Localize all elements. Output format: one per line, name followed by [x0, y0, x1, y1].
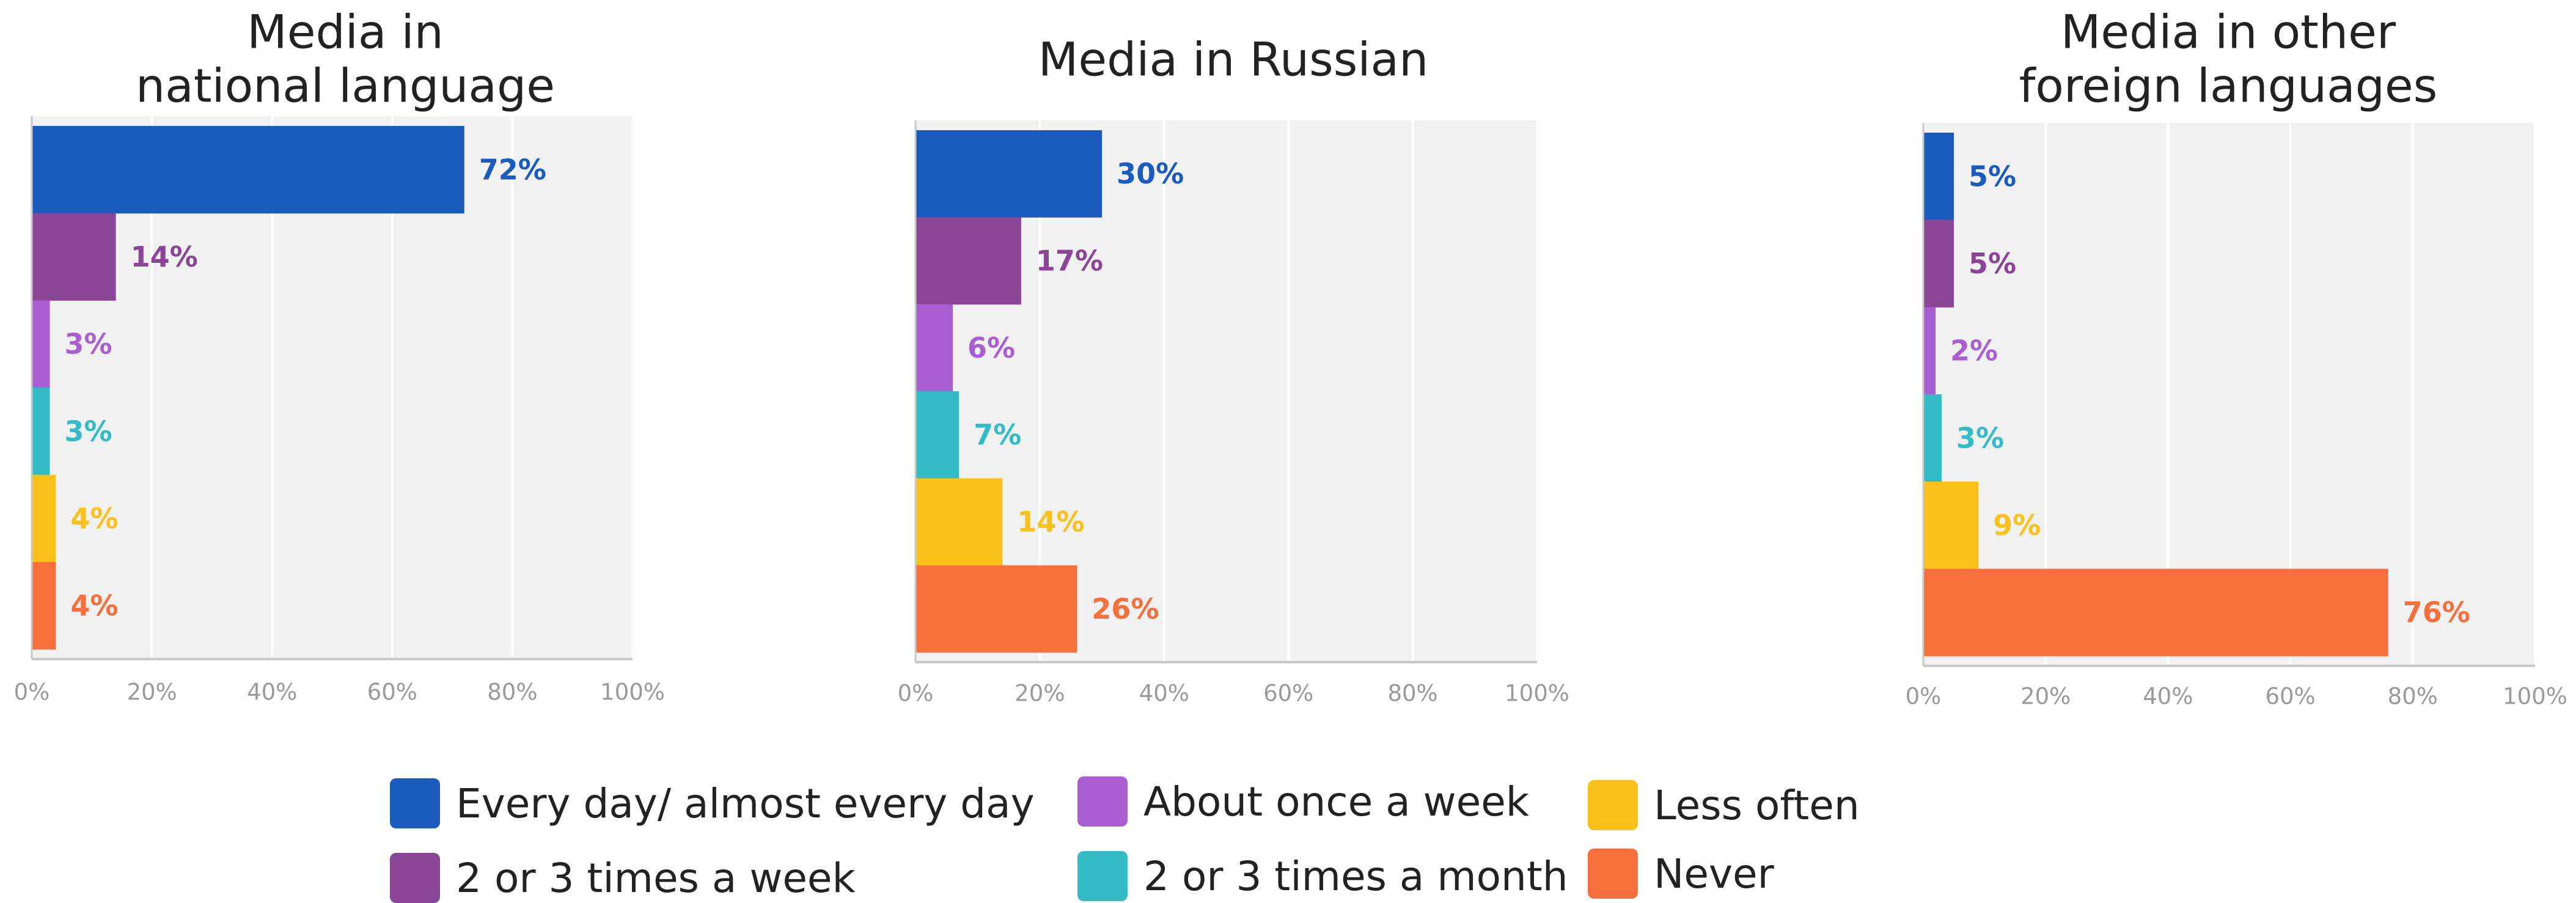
legend-item-never: Never [1588, 849, 1774, 899]
legend-label-every-day: Every day/ almost every day [456, 780, 1035, 827]
bar-3-2 [1923, 219, 1954, 308]
data-label-1-4: 3% [64, 415, 112, 448]
legend-label-once-week: About once a week [1143, 778, 1530, 825]
data-label-1-3: 3% [64, 328, 112, 361]
legend-swatch-once-week [1077, 776, 1128, 827]
legend-swatch-less-often [1588, 780, 1638, 830]
bar-3-6 [1923, 569, 2388, 657]
tick-label-3-0: 0% [1906, 684, 1942, 710]
data-label-3-3: 2% [1950, 334, 1998, 367]
tick-label-3-3: 60% [2265, 684, 2315, 710]
legend-label-never: Never [1654, 850, 1774, 897]
bar-2-6 [916, 565, 1077, 653]
data-label-1-1: 72% [479, 153, 546, 186]
legend-swatch-2-3-week [390, 853, 440, 903]
tick-label-2-4: 80% [1387, 680, 1437, 707]
bar-3-4 [1923, 394, 1942, 482]
bar-2-4 [916, 391, 960, 479]
legend-swatch-every-day [390, 778, 440, 828]
legend-item-2-3-month: 2 or 3 times a month [1077, 851, 1568, 901]
tick-label-3-4: 80% [2388, 684, 2438, 710]
data-label-1-5: 4% [70, 502, 118, 535]
data-label-1-2: 14% [131, 240, 198, 273]
tick-label-1-1: 20% [127, 679, 177, 706]
chart-title-1-line-1: Media in [247, 5, 444, 59]
data-label-3-1: 5% [1969, 160, 2016, 193]
bar-1-3 [32, 300, 50, 388]
tick-label-3-2: 40% [2143, 684, 2193, 710]
data-label-1-6: 4% [70, 589, 118, 622]
tick-label-3-1: 20% [2020, 684, 2071, 710]
legend-item-every-day: Every day/ almost every day [390, 778, 1035, 828]
tick-label-1-2: 40% [247, 679, 297, 706]
tick-label-1-3: 60% [367, 679, 417, 706]
data-label-2-6: 26% [1092, 592, 1159, 625]
data-label-2-3: 6% [967, 331, 1015, 364]
tick-label-2-0: 0% [898, 680, 934, 707]
bar-1-1 [32, 126, 464, 214]
legend-item-once-week: About once a week [1077, 776, 1529, 827]
tick-label-1-4: 80% [487, 679, 537, 706]
chart-title-2-line-1: Media in Russian [1038, 32, 1428, 87]
tick-label-2-1: 20% [1015, 680, 1065, 707]
bar-2-2 [916, 217, 1021, 305]
bar-3-3 [1923, 307, 1936, 395]
bar-3-1 [1923, 133, 1954, 221]
legend-swatch-never [1588, 849, 1638, 899]
bar-1-5 [32, 474, 56, 562]
data-label-3-4: 3% [1956, 421, 2004, 454]
legend-label-2-3-month: 2 or 3 times a month [1143, 852, 1568, 900]
bar-1-4 [32, 388, 50, 476]
bar-1-6 [32, 562, 56, 650]
tick-label-2-2: 40% [1139, 680, 1189, 707]
bar-2-5 [916, 478, 1003, 566]
data-label-3-6: 76% [2403, 596, 2470, 629]
chart-title-3-line-2: foreign languages [2019, 59, 2438, 113]
chart-title-1-line-2: national language [136, 59, 555, 113]
tick-label-2-5: 100% [1505, 680, 1569, 707]
data-label-3-2: 5% [1969, 247, 2016, 280]
bar-2-1 [916, 130, 1103, 218]
tick-label-2-3: 60% [1263, 680, 1313, 707]
tick-label-1-5: 100% [600, 679, 665, 706]
chart-title-3-line-1: Media in other [2061, 5, 2396, 59]
bar-3-5 [1923, 481, 1979, 569]
data-label-2-2: 17% [1036, 245, 1103, 278]
bar-1-2 [32, 213, 116, 301]
tick-label-1-0: 0% [14, 679, 50, 706]
legend-label-2-3-week: 2 or 3 times a week [456, 854, 856, 902]
legend-swatch-2-3-month [1077, 851, 1128, 901]
data-label-2-4: 7% [974, 418, 1021, 451]
bar-2-3 [916, 304, 953, 392]
legend-item-less-often: Less often [1588, 780, 1860, 830]
legend-item-2-3-week: 2 or 3 times a week [390, 853, 856, 903]
data-label-2-5: 14% [1017, 506, 1084, 539]
data-label-3-5: 9% [1993, 509, 2041, 542]
tick-label-3-5: 100% [2503, 684, 2567, 710]
data-label-2-1: 30% [1117, 157, 1184, 190]
legend-label-less-often: Less often [1654, 781, 1860, 829]
